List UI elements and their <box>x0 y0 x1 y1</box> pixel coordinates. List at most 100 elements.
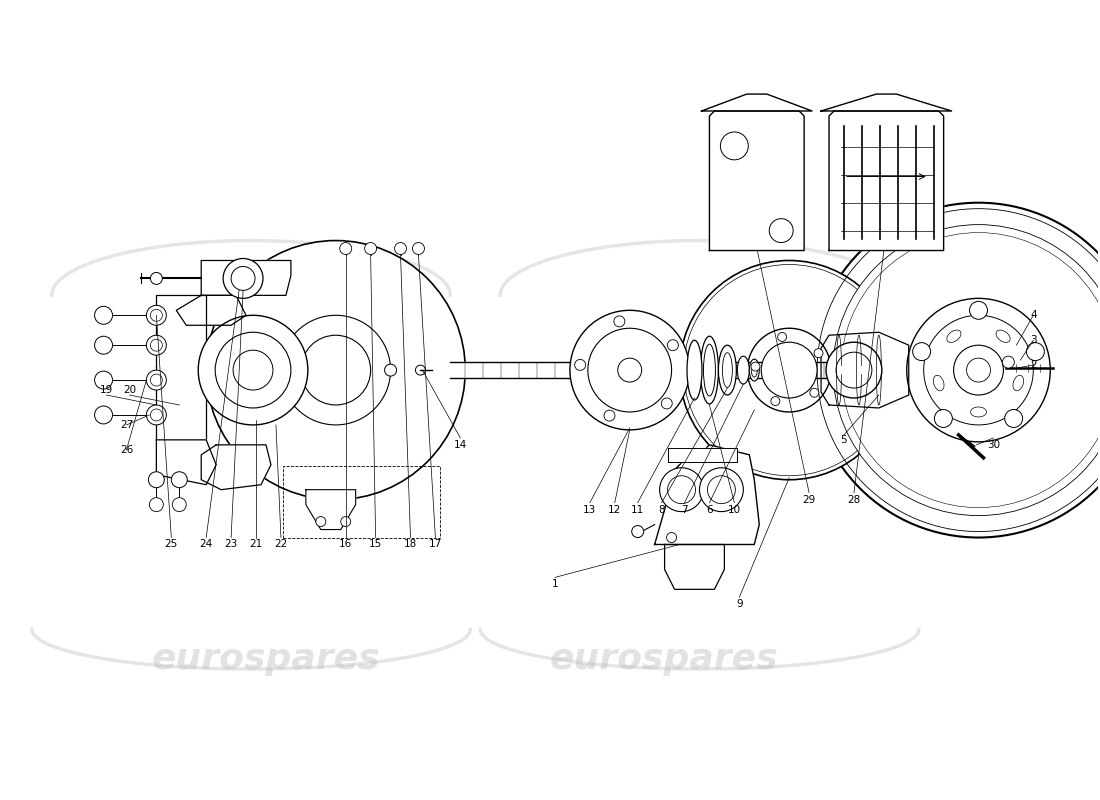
Ellipse shape <box>737 356 749 384</box>
Text: 27: 27 <box>120 420 133 430</box>
Circle shape <box>614 316 625 327</box>
Circle shape <box>151 374 163 386</box>
Circle shape <box>95 306 112 324</box>
Polygon shape <box>821 94 952 111</box>
Circle shape <box>364 242 376 254</box>
Circle shape <box>751 362 760 371</box>
Text: 6: 6 <box>706 505 713 514</box>
Circle shape <box>574 359 585 370</box>
Circle shape <box>660 468 704 512</box>
Circle shape <box>1026 342 1044 361</box>
Text: 13: 13 <box>583 505 596 514</box>
Bar <box>283 466 440 538</box>
Circle shape <box>385 364 396 376</box>
Text: 25: 25 <box>165 539 178 550</box>
Text: 30: 30 <box>987 440 1000 450</box>
Circle shape <box>836 352 872 388</box>
Circle shape <box>280 315 390 425</box>
Text: 21: 21 <box>250 539 263 550</box>
Text: eurospares: eurospares <box>182 333 410 367</box>
Text: 20: 20 <box>123 385 136 395</box>
Polygon shape <box>306 490 355 530</box>
Polygon shape <box>156 295 206 440</box>
Circle shape <box>604 410 615 421</box>
Circle shape <box>231 266 255 290</box>
Text: 19: 19 <box>100 385 113 395</box>
Ellipse shape <box>749 359 759 381</box>
Circle shape <box>954 345 1003 395</box>
Text: 29: 29 <box>803 494 816 505</box>
Text: 3: 3 <box>1030 335 1036 346</box>
Circle shape <box>661 398 672 409</box>
Text: 24: 24 <box>199 539 212 550</box>
Circle shape <box>146 370 166 390</box>
Circle shape <box>631 526 644 538</box>
Polygon shape <box>664 545 725 590</box>
Ellipse shape <box>1013 375 1024 390</box>
Circle shape <box>934 410 953 427</box>
Circle shape <box>146 306 166 326</box>
Circle shape <box>967 358 990 382</box>
Polygon shape <box>654 445 759 545</box>
Circle shape <box>95 336 112 354</box>
Circle shape <box>668 476 695 504</box>
Text: 15: 15 <box>368 539 382 550</box>
Circle shape <box>412 242 425 254</box>
Circle shape <box>146 405 166 425</box>
Ellipse shape <box>970 407 987 417</box>
Polygon shape <box>702 94 812 111</box>
Circle shape <box>151 310 163 322</box>
Text: 10: 10 <box>728 505 741 514</box>
Circle shape <box>151 409 163 421</box>
Circle shape <box>223 258 263 298</box>
Circle shape <box>1004 410 1023 427</box>
Circle shape <box>172 472 187 488</box>
Text: 8: 8 <box>658 505 664 514</box>
Circle shape <box>969 302 988 319</box>
Polygon shape <box>829 111 944 250</box>
Text: 17: 17 <box>429 539 442 550</box>
Circle shape <box>150 498 163 512</box>
Text: 18: 18 <box>404 539 417 550</box>
Circle shape <box>814 349 823 358</box>
Polygon shape <box>821 332 909 408</box>
Circle shape <box>206 241 465 500</box>
Ellipse shape <box>704 344 715 396</box>
Polygon shape <box>668 448 737 462</box>
Ellipse shape <box>947 330 961 342</box>
Circle shape <box>95 406 112 424</box>
Ellipse shape <box>718 345 736 395</box>
Circle shape <box>233 350 273 390</box>
Circle shape <box>667 533 676 542</box>
Ellipse shape <box>688 340 702 400</box>
Ellipse shape <box>751 363 757 377</box>
Text: 12: 12 <box>608 505 622 514</box>
Circle shape <box>173 498 186 512</box>
Circle shape <box>416 365 426 375</box>
Text: eurospares: eurospares <box>580 333 808 367</box>
Ellipse shape <box>934 375 944 390</box>
Text: 5: 5 <box>840 435 847 445</box>
Text: eurospares: eurospares <box>152 642 380 676</box>
Circle shape <box>747 328 830 412</box>
Circle shape <box>906 298 1050 442</box>
Text: 2: 2 <box>1030 360 1036 370</box>
Circle shape <box>618 358 641 382</box>
Circle shape <box>700 468 744 512</box>
Circle shape <box>826 342 882 398</box>
Circle shape <box>761 342 817 398</box>
Circle shape <box>395 242 407 254</box>
Circle shape <box>913 342 931 361</box>
Polygon shape <box>710 111 804 250</box>
Circle shape <box>151 273 163 285</box>
Circle shape <box>95 371 112 389</box>
Circle shape <box>810 388 818 398</box>
Circle shape <box>216 332 290 408</box>
Circle shape <box>668 340 679 350</box>
Text: 11: 11 <box>631 505 645 514</box>
Text: 28: 28 <box>847 494 860 505</box>
Ellipse shape <box>701 336 718 404</box>
Circle shape <box>811 202 1100 538</box>
Text: 9: 9 <box>736 599 743 610</box>
Polygon shape <box>201 445 271 490</box>
